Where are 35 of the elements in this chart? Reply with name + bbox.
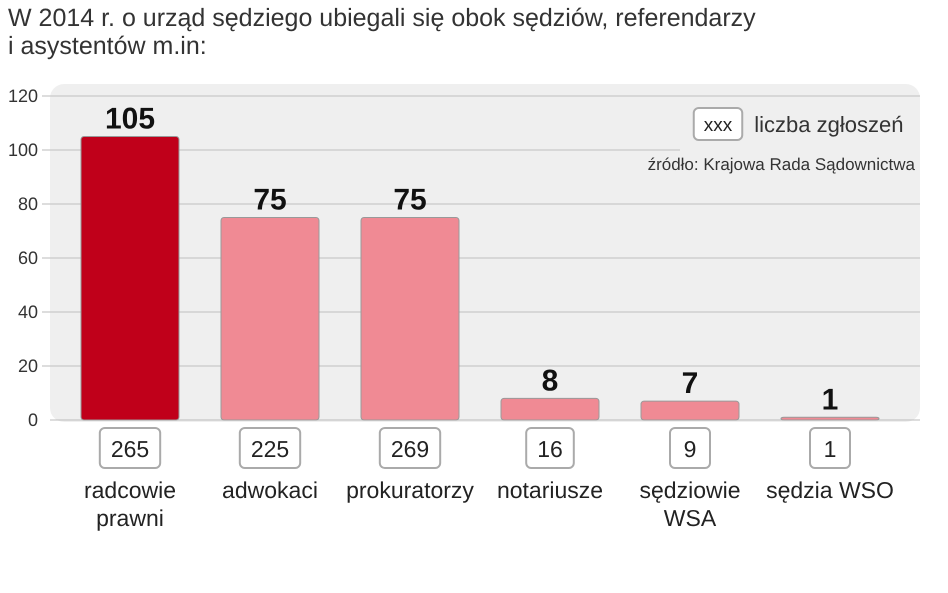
bar <box>360 217 460 420</box>
text: 265 <box>110 436 150 462</box>
data-label: 7 <box>682 367 698 400</box>
annotation: xxx <box>704 115 733 136</box>
text: 1 <box>824 436 836 462</box>
x-tick-label: prokuratorzy <box>346 477 474 503</box>
y-tick-label: 100 <box>8 140 38 160</box>
bar <box>80 136 180 420</box>
bar <box>220 217 320 420</box>
y-tick-label: 0 <box>28 410 38 430</box>
x-tick-label: notariusze <box>496 477 604 503</box>
annotation: liczba zgłoszeń <box>754 112 904 137</box>
y-tick-label: 80 <box>18 194 38 214</box>
bar <box>640 400 740 420</box>
annotation: źródło: Krajowa Rada Sądownictwa <box>648 155 916 174</box>
data-label: 75 <box>253 184 287 216</box>
y-tick-label: 60 <box>18 248 38 268</box>
bar <box>500 398 600 420</box>
chart-title: W 2014 r. o urząd sędziego ubiegali się obok sędziów, referendarzy i asystentów m.in: <box>8 4 756 60</box>
y-tick-label: 20 <box>18 356 38 376</box>
x-tick-label: sędziowie WSA <box>640 477 740 531</box>
x-tick-label: radcowie prawni <box>84 477 176 531</box>
text: 9 <box>684 436 696 462</box>
x-tick-label: sędzia WSO <box>766 477 894 503</box>
data-label: 75 <box>393 184 427 216</box>
y-tick-label: 120 <box>8 86 38 106</box>
text: 16 <box>537 436 563 462</box>
y-tick-label: 40 <box>18 302 38 322</box>
x-tick-label: adwokaci <box>222 477 318 503</box>
data-label: 8 <box>542 364 558 398</box>
data-label: 1 <box>822 383 838 416</box>
text: 269 <box>390 436 430 462</box>
data-label: 105 <box>104 102 156 136</box>
text: 225 <box>250 436 290 462</box>
bar <box>780 416 880 420</box>
